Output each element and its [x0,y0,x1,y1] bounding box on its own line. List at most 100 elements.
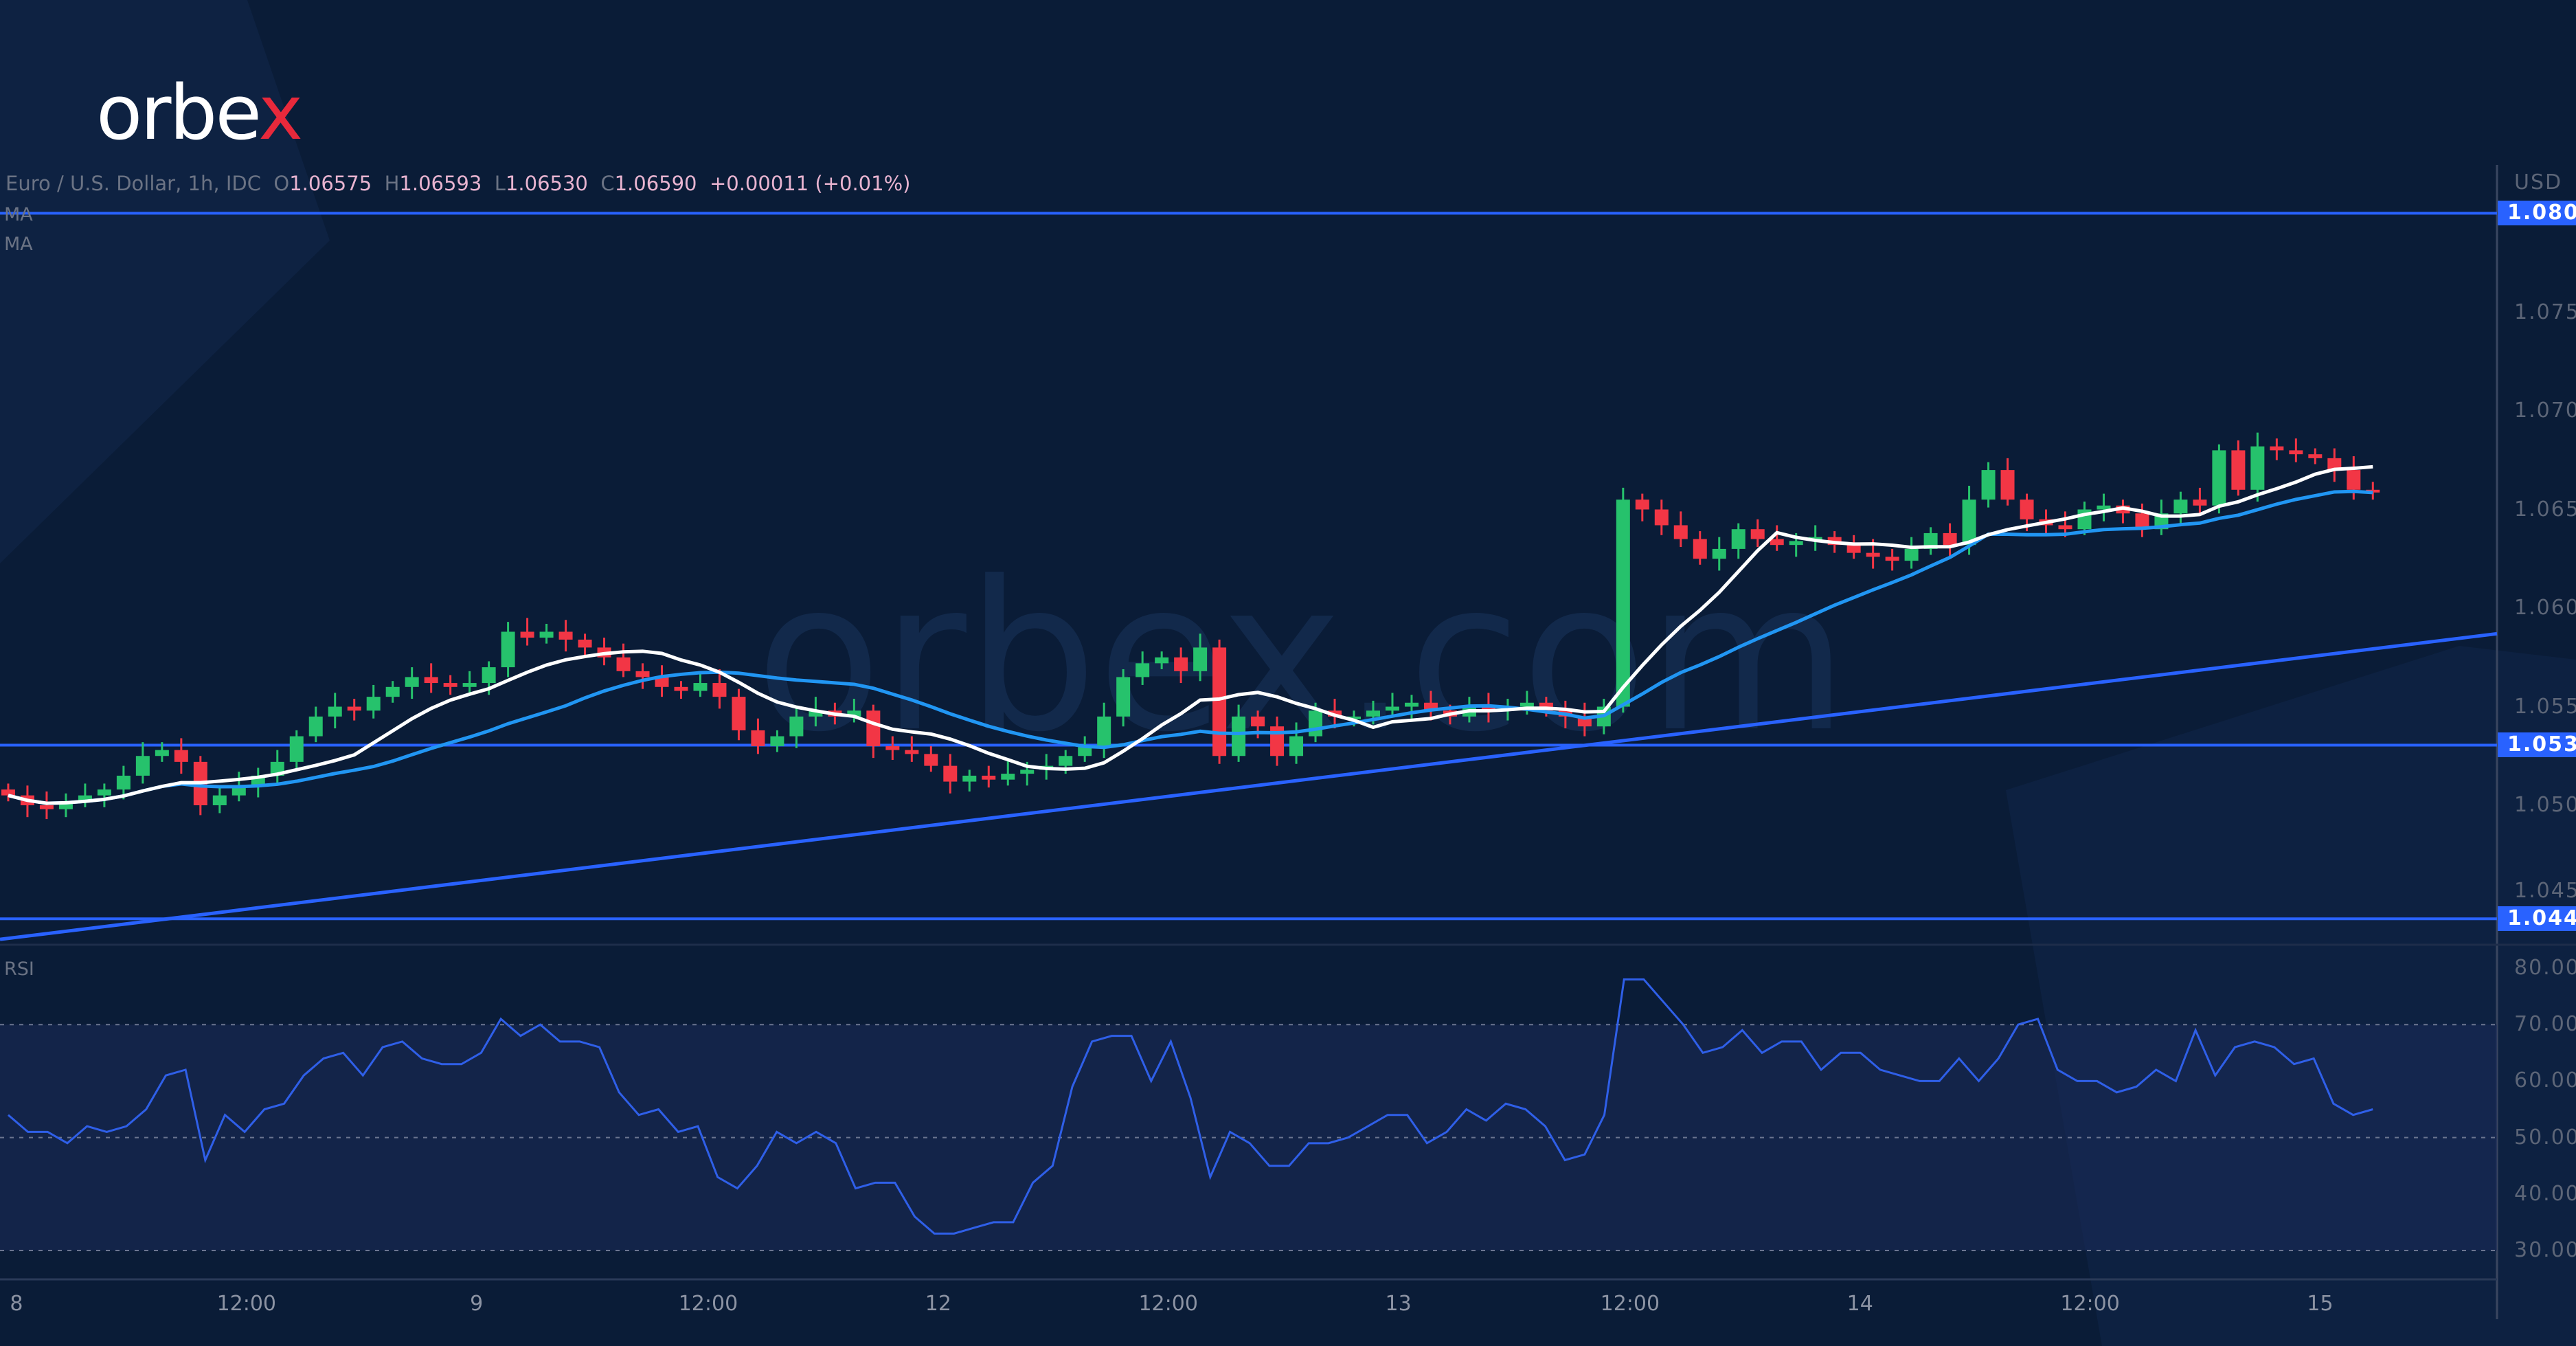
candle[interactable] [1059,756,1073,766]
candle[interactable] [501,631,515,668]
candle[interactable] [924,754,938,766]
candle[interactable] [1020,770,1035,774]
price-level-label[interactable]: 1.04424 [2498,906,2576,932]
candle[interactable] [1078,745,1092,756]
candle[interactable] [635,671,650,677]
candle[interactable] [1116,677,1131,717]
candle[interactable] [1251,716,1265,727]
candle[interactable] [1616,500,1630,707]
candle[interactable] [1481,706,1495,711]
candle[interactable] [1404,702,1419,707]
candle[interactable] [558,631,573,640]
candle[interactable] [366,697,381,711]
candle[interactable] [155,750,169,756]
candle[interactable] [1366,710,1380,717]
candle[interactable] [2000,470,2015,500]
candle[interactable] [1923,532,1938,549]
candle[interactable] [116,775,131,790]
candle[interactable] [1,789,15,796]
candle[interactable] [616,657,631,671]
candle[interactable] [1846,545,1861,553]
candle[interactable] [1193,647,1208,671]
candle[interactable] [866,710,881,746]
candle[interactable] [1174,657,1188,671]
candle[interactable] [2250,446,2265,490]
candle[interactable] [1423,702,1438,711]
candle[interactable] [97,789,111,796]
price-level-label[interactable]: 1.08002 [2498,201,2576,226]
ma-slow-line[interactable] [8,489,2373,805]
candle[interactable] [1962,500,1976,546]
candle[interactable] [1981,470,1996,500]
candle[interactable] [1519,702,1534,707]
candle[interactable] [2327,458,2342,471]
candle[interactable] [1943,532,1957,546]
candle[interactable] [1712,548,1726,559]
rsi-line[interactable] [7,978,2373,1235]
candle[interactable] [385,686,400,697]
candle[interactable] [712,683,727,697]
candle[interactable] [905,750,919,754]
candle[interactable] [462,683,477,687]
candle[interactable] [770,736,784,746]
candle[interactable] [1904,548,1919,561]
candle[interactable] [1097,716,1111,746]
candle[interactable] [2289,450,2303,455]
candle[interactable] [520,631,534,638]
candle[interactable] [943,765,958,782]
candle[interactable] [962,775,977,782]
candle[interactable] [443,683,457,687]
trendline[interactable] [0,631,2498,941]
candle[interactable] [1309,710,1323,737]
candle[interactable] [2173,500,2188,514]
candle[interactable] [2020,500,2034,519]
candle[interactable] [1270,726,1285,756]
candle[interactable] [405,677,419,687]
candle[interactable] [2135,513,2149,530]
candle[interactable] [1750,529,1765,539]
candle[interactable] [1673,525,1688,539]
candle[interactable] [2212,450,2226,506]
candle[interactable] [328,706,342,717]
candle[interactable] [1001,774,1015,780]
candle[interactable] [1654,509,1669,526]
candle[interactable] [732,697,746,730]
candle[interactable] [1385,706,1399,711]
candle[interactable] [1731,529,1745,549]
candle[interactable] [2270,446,2284,451]
candle[interactable] [58,801,73,809]
candle[interactable] [847,710,861,717]
candle[interactable] [2097,505,2111,510]
candle[interactable] [424,677,438,684]
candle[interactable] [78,795,92,802]
ma-indicator-label[interactable]: MA [4,234,33,255]
candle[interactable] [289,736,304,762]
candle[interactable] [1289,736,1304,756]
candle[interactable] [135,756,150,776]
candle[interactable] [1212,647,1227,756]
candle[interactable] [1693,539,1707,559]
candle[interactable] [789,716,804,737]
candle[interactable] [174,750,188,762]
ma-fast-line[interactable] [8,464,2373,805]
candle[interactable] [539,631,554,638]
candle[interactable] [1155,657,1169,664]
candle[interactable] [578,639,592,648]
candle[interactable] [2231,450,2246,490]
price-level-label[interactable]: 1.05305 [2498,732,2576,758]
candle[interactable] [751,730,765,746]
candle[interactable] [655,677,669,687]
candle[interactable] [1885,557,1899,561]
candle[interactable] [212,795,227,805]
candle[interactable] [885,745,900,750]
candle[interactable] [674,686,688,691]
candle[interactable] [347,706,361,711]
candle[interactable] [1136,663,1150,677]
candle[interactable] [1347,716,1362,719]
candle[interactable] [2347,470,2361,490]
candle[interactable] [2058,525,2072,530]
candle[interactable] [308,716,323,737]
ma-indicator-label[interactable]: MA [4,204,33,225]
candle[interactable] [2193,500,2207,506]
